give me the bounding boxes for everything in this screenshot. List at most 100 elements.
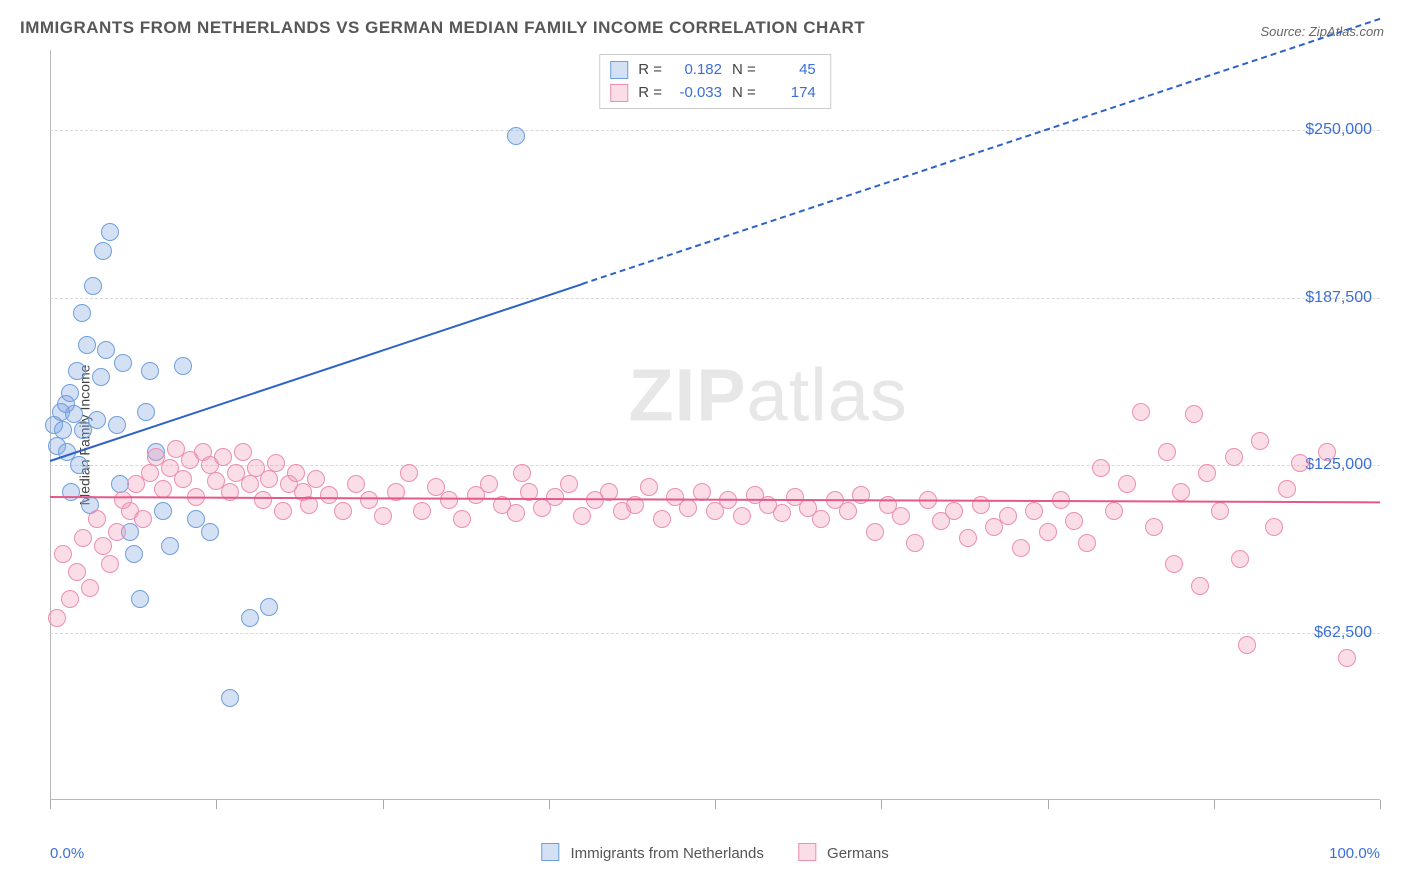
legend-bottom-label: Immigrants from Netherlands [570, 845, 763, 862]
legend-bottom-item-netherlands: Immigrants from Netherlands [541, 843, 764, 862]
scatter-point-germans [1191, 577, 1209, 595]
regression-line [50, 283, 583, 462]
legend-n-label: N = [732, 82, 756, 105]
scatter-point-germans [507, 504, 525, 522]
scatter-point-netherlands [101, 223, 119, 241]
scatter-point-netherlands [78, 336, 96, 354]
legend-n-label: N = [732, 59, 756, 82]
scatter-point-netherlands [68, 362, 86, 380]
x-tick [216, 800, 217, 809]
scatter-point-germans [360, 491, 378, 509]
scatter-point-germans [1185, 405, 1203, 423]
scatter-point-germans [214, 448, 232, 466]
plot-region: ZIPatlas $62,500$125,000$187,500$250,000 [50, 50, 1380, 800]
scatter-point-germans [1158, 443, 1176, 461]
y-tick-label: $187,500 [1305, 289, 1372, 307]
scatter-point-germans [1165, 555, 1183, 573]
scatter-point-germans [453, 510, 471, 528]
scatter-point-germans [513, 464, 531, 482]
scatter-point-germans [866, 523, 884, 541]
scatter-point-netherlands [94, 242, 112, 260]
scatter-point-germans [347, 475, 365, 493]
scatter-point-germans [74, 529, 92, 547]
chart-area: Median Family Income 0.0% 100.0% ZIPatla… [50, 50, 1380, 820]
x-tick [1048, 800, 1049, 809]
scatter-point-germans [134, 510, 152, 528]
x-tick [1214, 800, 1215, 809]
scatter-point-germans [267, 454, 285, 472]
scatter-point-germans [480, 475, 498, 493]
scatter-point-germans [1065, 512, 1083, 530]
scatter-point-germans [1145, 518, 1163, 536]
scatter-point-germans [174, 470, 192, 488]
scatter-point-germans [54, 545, 72, 563]
scatter-point-netherlands [125, 545, 143, 563]
scatter-point-germans [1238, 636, 1256, 654]
legend-swatch-netherlands [610, 61, 628, 79]
scatter-point-netherlands [174, 357, 192, 375]
scatter-point-germans [812, 510, 830, 528]
legend-top: R = 0.182 N = 45 R = -0.033 N = 174 [599, 54, 831, 109]
x-tick [1380, 800, 1381, 809]
scatter-point-germans [1198, 464, 1216, 482]
scatter-point-germans [287, 464, 305, 482]
scatter-point-netherlands [137, 403, 155, 421]
legend-top-row-germans: R = -0.033 N = 174 [610, 82, 816, 105]
scatter-point-netherlands [221, 689, 239, 707]
scatter-point-germans [1291, 454, 1309, 472]
scatter-point-germans [334, 502, 352, 520]
scatter-point-germans [1265, 518, 1283, 536]
scatter-point-germans [679, 499, 697, 517]
legend-bottom-item-germans: Germans [798, 843, 889, 862]
scatter-point-germans [1078, 534, 1096, 552]
scatter-point-germans [260, 470, 278, 488]
legend-top-row-netherlands: R = 0.182 N = 45 [610, 59, 816, 82]
scatter-point-germans [1039, 523, 1057, 541]
y-tick-label: $62,500 [1314, 624, 1372, 642]
scatter-point-germans [440, 491, 458, 509]
scatter-point-netherlands [97, 341, 115, 359]
gridline [50, 298, 1380, 299]
scatter-point-germans [1132, 403, 1150, 421]
scatter-point-germans [254, 491, 272, 509]
scatter-point-germans [1118, 475, 1136, 493]
scatter-point-germans [374, 507, 392, 525]
scatter-point-netherlands [84, 277, 102, 295]
scatter-point-germans [959, 529, 977, 547]
x-tick [549, 800, 550, 809]
scatter-point-germans [892, 507, 910, 525]
scatter-point-germans [101, 555, 119, 573]
scatter-point-germans [68, 563, 86, 581]
scatter-point-netherlands [241, 609, 259, 627]
y-tick-label: $250,000 [1305, 121, 1372, 139]
scatter-point-germans [320, 486, 338, 504]
scatter-point-germans [1338, 649, 1356, 667]
scatter-point-netherlands [88, 411, 106, 429]
watermark: ZIPatlas [628, 353, 907, 438]
scatter-point-netherlands [92, 368, 110, 386]
scatter-point-germans [274, 502, 292, 520]
watermark-rest: atlas [747, 354, 908, 437]
scatter-point-netherlands [260, 598, 278, 616]
legend-bottom: Immigrants from Netherlands Germans [541, 843, 888, 862]
scatter-point-germans [88, 510, 106, 528]
scatter-point-germans [241, 475, 259, 493]
scatter-point-germans [839, 502, 857, 520]
scatter-point-germans [560, 475, 578, 493]
x-tick [383, 800, 384, 809]
scatter-point-netherlands [131, 590, 149, 608]
scatter-point-germans [1231, 550, 1249, 568]
scatter-point-germans [141, 464, 159, 482]
legend-bottom-label: Germans [827, 845, 889, 862]
scatter-point-netherlands [114, 354, 132, 372]
scatter-point-germans [573, 507, 591, 525]
scatter-point-netherlands [62, 483, 80, 501]
scatter-point-netherlands [61, 384, 79, 402]
scatter-point-netherlands [161, 537, 179, 555]
scatter-point-germans [1105, 502, 1123, 520]
legend-swatch-germans [798, 843, 816, 861]
scatter-point-germans [653, 510, 671, 528]
scatter-point-germans [1012, 539, 1030, 557]
scatter-point-germans [1251, 432, 1269, 450]
scatter-point-netherlands [108, 416, 126, 434]
